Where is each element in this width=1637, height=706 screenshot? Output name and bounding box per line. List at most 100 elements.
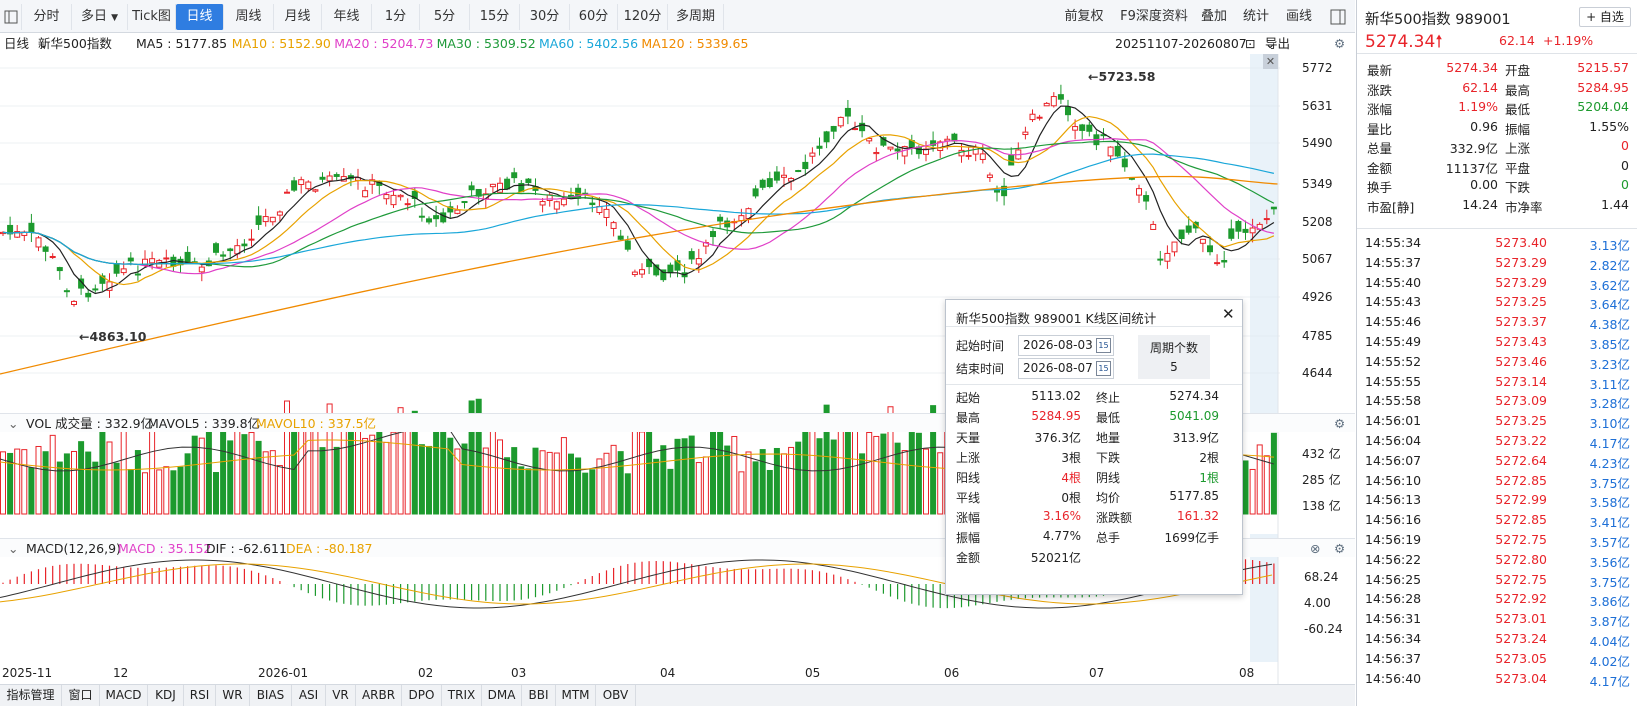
indicator-tab[interactable]: VR <box>326 685 356 706</box>
chart-mark <box>468 185 475 191</box>
chart-mark <box>42 246 49 252</box>
chart-mark <box>376 417 383 515</box>
adjust-menu[interactable]: 前复权 <box>1064 9 1104 24</box>
indicator-tab[interactable]: ARBR <box>356 685 402 706</box>
chart-mark <box>269 216 276 223</box>
chart-mark <box>383 194 390 200</box>
chart-mark <box>504 178 511 190</box>
tick-volume: 3.86亿 <box>1589 594 1630 610</box>
draw-menu[interactable]: 画线 <box>1285 9 1312 24</box>
tick-price: 5272.75 <box>1495 571 1547 587</box>
chart-mark <box>362 437 369 515</box>
indicator-tab[interactable]: KDJ <box>148 685 184 706</box>
chart-mark <box>766 178 773 188</box>
indicator-tab[interactable]: TRIX <box>442 685 482 706</box>
indicator-tab[interactable]: RSI <box>184 685 216 706</box>
chart-mark <box>248 432 255 515</box>
chart-mark <box>85 292 92 298</box>
tab-60min[interactable]: 60分 <box>570 4 618 30</box>
f9-menu[interactable]: F9深度资料 <box>1120 9 1188 24</box>
indicator-tab[interactable]: MTM <box>556 685 596 706</box>
tick-price: 5273.01 <box>1495 611 1547 627</box>
tab-daily[interactable]: 日线 <box>176 4 224 30</box>
quote-label: 涨幅 <box>1367 102 1393 117</box>
panel-toggle-icon[interactable] <box>0 4 22 30</box>
macd-settings-icon[interactable]: ⚙ <box>1334 541 1346 556</box>
tab-5min[interactable]: 5分 <box>420 4 470 30</box>
collapse-chevron-icon[interactable]: ⌄ <box>8 416 19 431</box>
indicator-tab[interactable]: BIAS <box>250 685 292 706</box>
quote-label: 上涨 <box>1505 141 1531 156</box>
tab-120min[interactable]: 120分 <box>618 4 668 30</box>
volume-tick-label: 138 亿 <box>1302 499 1341 513</box>
stats-menu[interactable]: 统计 <box>1242 9 1269 24</box>
tab-1min[interactable]: 1分 <box>372 4 420 30</box>
tick-price: 5273.25 <box>1495 413 1547 429</box>
close-circle-icon[interactable]: ⊗ <box>1310 541 1321 556</box>
chart-mark <box>1164 252 1171 262</box>
chart-mark <box>639 431 645 515</box>
stat-label: 均价 <box>1096 491 1121 505</box>
chart-mark <box>0 563 1273 605</box>
ma-value: MA120 : 5339.65 <box>641 36 749 51</box>
tab-duori[interactable]: 多日 ▼ <box>72 4 128 30</box>
close-highlight-icon[interactable]: ✕ <box>1263 54 1278 69</box>
lock-icon[interactable]: ⊡ <box>1245 36 1256 51</box>
indicator-tab[interactable]: ASI <box>292 685 326 706</box>
close-icon[interactable]: ✕ <box>1222 305 1235 323</box>
vol-settings-icon[interactable]: ⚙ <box>1334 416 1346 431</box>
chart-mark <box>745 451 752 515</box>
chart-mark <box>1065 106 1071 116</box>
tab-monthly[interactable]: 月线 <box>274 4 322 30</box>
calendar-icon[interactable]: 15 <box>1096 338 1111 353</box>
indicator-tab[interactable]: BBI <box>522 685 556 706</box>
chart-mark <box>873 435 880 515</box>
tab-15min[interactable]: 15分 <box>470 4 520 30</box>
tab-fenshi[interactable]: 分时 <box>22 4 72 30</box>
stat-value: 3根 <box>1061 451 1081 465</box>
chart-mark <box>596 458 603 515</box>
indicator-tab[interactable]: MACD <box>100 685 148 706</box>
up-arrow-icon: 🠕 <box>1435 32 1443 52</box>
divider <box>946 384 1242 385</box>
indicator-tab[interactable]: OBV <box>596 685 636 706</box>
tab-multi-period[interactable]: 多周期 <box>668 4 724 30</box>
tick-time: 14:55:46 <box>1365 314 1422 330</box>
chart-mark <box>781 453 787 515</box>
chart-mark <box>951 133 958 142</box>
chart-mark <box>979 153 986 160</box>
tab-weekly[interactable]: 周线 <box>224 4 274 30</box>
indicator-tab[interactable]: 窗口 <box>62 685 100 706</box>
stat-value: 5113.02 <box>1031 389 1081 403</box>
settings-gear-icon[interactable]: ⚙ <box>1334 36 1346 51</box>
indicator-tab[interactable]: WR <box>216 685 250 706</box>
tick-time: 14:56:34 <box>1365 631 1422 646</box>
indicator-tab[interactable]: DMA <box>482 685 522 706</box>
calendar-icon[interactable]: 15 <box>1096 361 1111 376</box>
tick-list: 14:55:34 5273.40 3.13亿 14:55:37 5273.29 2.82亿… <box>1357 235 1637 705</box>
chart-mark <box>681 438 688 515</box>
sidebar-toggle-icon[interactable] <box>1325 4 1351 30</box>
add-watchlist-button[interactable]: + 自选 <box>1579 7 1631 27</box>
collapse-chevron-icon[interactable]: ⌄ <box>8 541 19 556</box>
quote-name: 新华500指数 <box>1365 12 1451 28</box>
chart-mark <box>227 248 234 252</box>
tab-30min[interactable]: 30分 <box>520 4 570 30</box>
overlay-menu[interactable]: 叠加 <box>1200 9 1227 24</box>
tab-yearly[interactable]: 年线 <box>322 4 372 30</box>
quote-code: 989001 <box>1455 12 1511 28</box>
indicator-tab[interactable]: 指标管理 <box>0 685 62 706</box>
tick-time: 14:55:40 <box>1365 274 1422 290</box>
indicator-tab[interactable]: DPO <box>402 685 442 706</box>
chart-mark <box>0 175 1279 375</box>
export-button[interactable]: 导出 ⌄ <box>1265 33 1290 54</box>
chart-mark <box>511 447 518 515</box>
date-tick-label: 05 <box>805 666 821 680</box>
chart-mark <box>447 206 454 213</box>
chart-mark <box>2 153 1275 266</box>
start-date-input[interactable]: 2026-08-03 <box>1018 335 1114 356</box>
tab-tick[interactable]: Tick图 <box>128 4 176 30</box>
end-date-input[interactable]: 2026-08-07 <box>1018 358 1114 379</box>
chart-mark <box>568 453 574 515</box>
tick-price: 5272.85 <box>1495 512 1547 528</box>
